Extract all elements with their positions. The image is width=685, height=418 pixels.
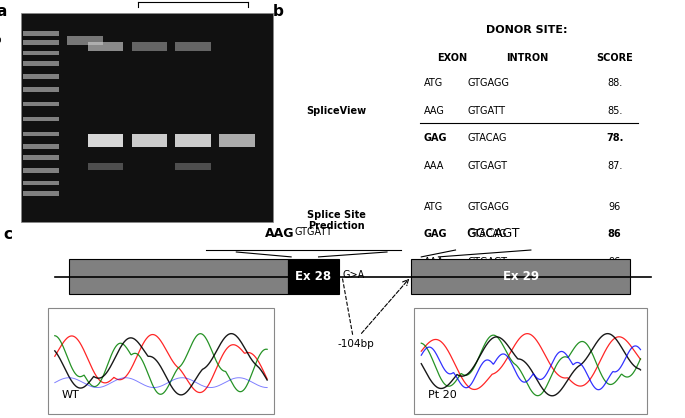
Text: GAG: GAG	[424, 133, 447, 143]
Text: Splice Site
Prediction: Splice Site Prediction	[307, 210, 366, 231]
Text: AAG: AAG	[265, 227, 295, 240]
Text: -104bp: -104bp	[338, 339, 375, 349]
Bar	[23, 132, 59, 136]
Bar	[23, 117, 59, 121]
Bar	[23, 191, 59, 196]
Text: AAA: AAA	[424, 161, 445, 171]
Text: GGCAGT: GGCAGT	[466, 227, 520, 240]
Bar	[175, 163, 211, 171]
Text: Ex 28: Ex 28	[295, 270, 331, 283]
Bar	[23, 51, 59, 55]
Text: WT: WT	[62, 390, 79, 400]
Text: EXON: EXON	[436, 53, 466, 63]
Bar	[23, 87, 59, 92]
Text: GTGAGT: GTGAGT	[468, 161, 508, 171]
Bar	[48, 308, 274, 414]
Text: DONOR SITE:: DONOR SITE:	[486, 25, 568, 36]
Bar	[88, 134, 123, 147]
Text: G>A: G>A	[342, 270, 364, 280]
Bar	[411, 259, 630, 294]
Bar	[132, 134, 167, 147]
Text: 87.: 87.	[607, 161, 622, 171]
Bar	[88, 43, 123, 51]
Text: Kb: Kb	[0, 36, 1, 45]
Text: AAG: AAG	[424, 106, 445, 116]
Text: GTGATT: GTGATT	[295, 227, 332, 237]
Bar	[414, 308, 647, 414]
Text: GTGAGT: GTGAGT	[468, 257, 508, 267]
Bar	[23, 74, 59, 79]
Bar	[23, 181, 59, 185]
Text: b: b	[273, 4, 284, 19]
Bar	[68, 259, 288, 294]
Text: GTGATT: GTGATT	[468, 106, 506, 116]
Text: SCORE: SCORE	[596, 53, 633, 63]
Text: 96: 96	[608, 201, 621, 212]
Bar	[67, 36, 103, 45]
Text: GAG: GAG	[424, 229, 447, 240]
Bar	[23, 102, 59, 107]
Bar	[88, 163, 123, 171]
Text: GTACAG: GTACAG	[468, 133, 507, 143]
Bar	[175, 43, 211, 51]
Bar	[23, 31, 59, 36]
Bar	[175, 134, 211, 147]
Text: SpliceView: SpliceView	[306, 106, 366, 116]
Text: 78.: 78.	[606, 133, 623, 143]
Bar	[23, 40, 59, 45]
Text: 88.: 88.	[607, 78, 622, 88]
Text: a: a	[0, 4, 6, 19]
Text: ATG: ATG	[424, 78, 443, 88]
Text: Pt 20: Pt 20	[428, 390, 457, 400]
Bar	[23, 144, 59, 149]
Text: ATG: ATG	[424, 201, 443, 212]
Text: Ex 29: Ex 29	[503, 270, 538, 283]
Text: c: c	[3, 227, 12, 242]
Text: AAA: AAA	[424, 257, 445, 267]
Text: INTRON: INTRON	[506, 53, 548, 63]
Text: 86: 86	[608, 229, 621, 240]
Bar	[288, 259, 339, 294]
Text: GTGAGG: GTGAGG	[468, 78, 510, 88]
Text: GTGAGG: GTGAGG	[468, 201, 510, 212]
Bar	[23, 155, 59, 160]
Text: GTACAG: GTACAG	[468, 229, 507, 240]
Bar	[23, 61, 59, 66]
Text: 96: 96	[608, 257, 621, 267]
Bar	[23, 168, 59, 173]
Text: NC: NC	[82, 0, 96, 1]
Bar	[219, 134, 255, 147]
Text: 1.2: 1.2	[0, 135, 1, 145]
Bar	[132, 43, 167, 51]
Text: 85.: 85.	[607, 106, 622, 116]
